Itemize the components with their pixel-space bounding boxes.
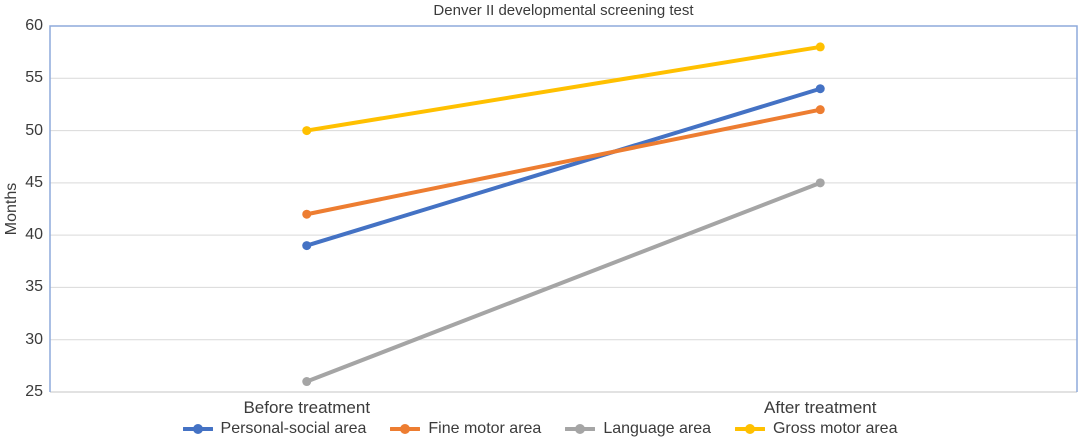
data-point	[815, 42, 825, 52]
data-point	[815, 178, 825, 188]
y-tick-label: 50	[25, 121, 43, 139]
legend-marker-icon	[182, 424, 213, 434]
legend-marker-icon	[565, 424, 596, 434]
x-category-label: After treatment	[764, 398, 877, 417]
data-point	[815, 105, 825, 115]
legend-marker-icon	[734, 424, 765, 434]
plot-border	[49, 25, 1078, 392]
data-point	[815, 84, 825, 94]
series-line	[304, 107, 823, 217]
y-tick-label: 25	[25, 383, 43, 400]
series-line	[304, 44, 823, 133]
x-category-label: Before treatment	[243, 398, 371, 417]
legend-label: Language area	[603, 420, 711, 437]
y-tick-label: 35	[25, 278, 43, 296]
data-point	[302, 209, 312, 219]
legend-item: Gross motor area	[734, 420, 898, 438]
y-tick-label: 60	[25, 17, 43, 34]
legend-item: Fine motor area	[390, 420, 541, 438]
y-tick-label: 45	[25, 173, 43, 191]
legend-item: Personal-social area	[182, 420, 367, 438]
legend: Personal-social area Fine motor area Langu…	[0, 420, 1080, 438]
y-tick-label: 40	[25, 226, 43, 244]
chart-title: Denver II developmental screening test	[433, 2, 694, 19]
legend-item: Language area	[565, 420, 711, 438]
y-tick-label: 30	[25, 330, 43, 348]
series-line	[304, 180, 823, 384]
legend-label: Gross motor area	[772, 420, 898, 437]
data-point	[302, 377, 312, 387]
series-line	[304, 86, 823, 248]
data-point	[302, 241, 312, 251]
legend-marker-icon	[390, 424, 421, 434]
data-point	[302, 126, 312, 136]
legend-label: Personal-social area	[220, 420, 367, 437]
legend-label: Fine motor area	[428, 420, 542, 437]
y-tick-label: 55	[25, 69, 43, 87]
